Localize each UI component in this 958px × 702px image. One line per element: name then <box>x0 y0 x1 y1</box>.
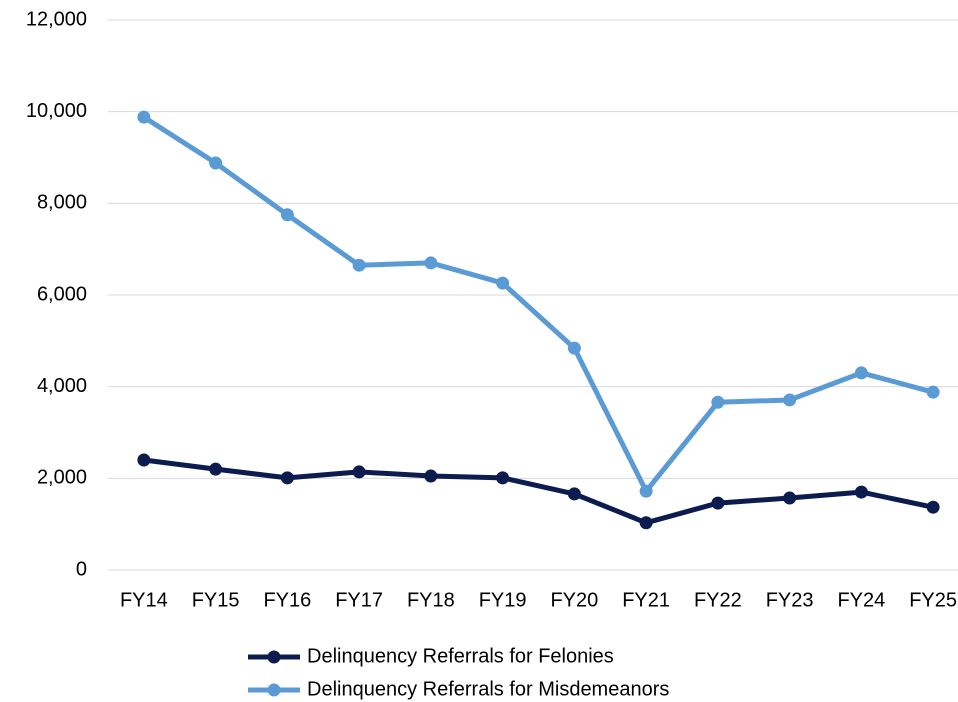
series-line <box>142 115 934 494</box>
data-point <box>424 469 438 483</box>
data-point <box>639 516 653 530</box>
data-point <box>711 496 725 510</box>
y-tick-label: 12,000 <box>26 8 87 30</box>
data-point <box>209 156 223 170</box>
data-point <box>424 256 438 270</box>
data-point <box>209 462 223 476</box>
x-tick-label: FY14 <box>120 589 168 611</box>
legend-marker <box>267 683 281 697</box>
x-tick-label: FY17 <box>335 589 383 611</box>
data-point <box>496 471 510 485</box>
x-tick-label: FY22 <box>694 589 742 611</box>
data-point <box>926 385 940 399</box>
data-point <box>280 208 294 222</box>
x-tick-label: FY23 <box>766 589 814 611</box>
y-tick-label: 6,000 <box>37 283 87 305</box>
y-tick-label: 2,000 <box>37 467 87 489</box>
y-tick-label: 10,000 <box>26 100 87 122</box>
data-point <box>137 453 151 467</box>
y-tick-label: 8,000 <box>37 192 87 214</box>
x-tick-label: FY21 <box>622 589 670 611</box>
data-point <box>926 500 940 514</box>
data-point <box>854 485 868 499</box>
y-tick-label: 0 <box>76 558 87 580</box>
x-tick-label: FY18 <box>407 589 455 611</box>
x-tick-label: FY19 <box>479 589 527 611</box>
data-point <box>567 341 581 355</box>
data-point <box>711 395 725 409</box>
x-tick-label: FY24 <box>837 589 885 611</box>
y-tick-label: 4,000 <box>37 375 87 397</box>
legend-label: Delinquency Referrals for Felonies <box>307 645 614 667</box>
data-point <box>854 366 868 380</box>
series-line <box>143 457 934 526</box>
data-point <box>496 276 510 290</box>
data-point <box>280 471 294 485</box>
legend-label: Delinquency Referrals for Misdemeanors <box>307 678 669 700</box>
x-tick-label: FY15 <box>192 589 240 611</box>
data-point <box>567 487 581 501</box>
x-tick-label: FY25 <box>909 589 957 611</box>
data-point <box>783 491 797 505</box>
legend-marker <box>267 650 281 664</box>
data-point <box>352 465 366 479</box>
x-tick-label: FY16 <box>263 589 311 611</box>
data-point <box>639 484 653 498</box>
x-tick-label: FY20 <box>550 589 598 611</box>
data-point <box>352 258 366 272</box>
data-point <box>783 393 797 407</box>
data-point <box>137 110 151 124</box>
